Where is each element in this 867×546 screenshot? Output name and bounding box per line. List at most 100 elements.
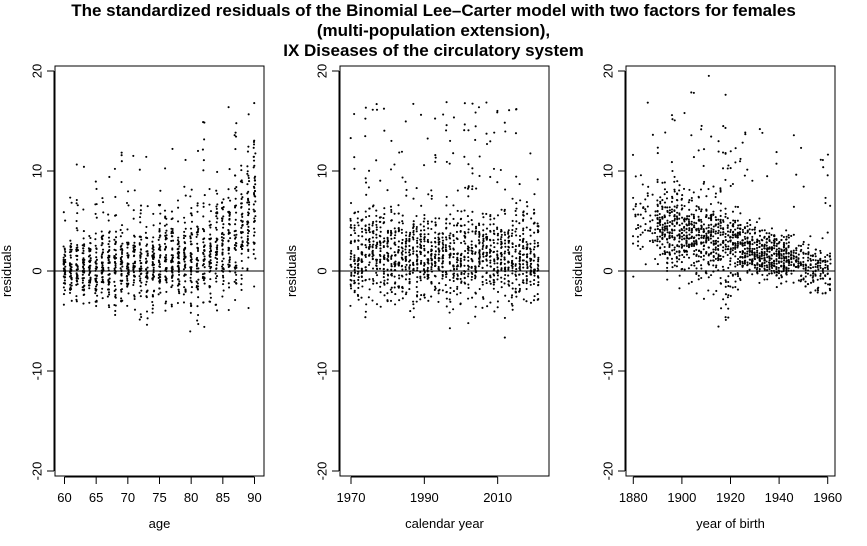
data-point <box>240 236 243 239</box>
data-point <box>138 242 141 245</box>
data-point <box>712 225 715 228</box>
data-point <box>372 254 375 257</box>
data-point <box>816 261 819 265</box>
data-point <box>525 275 528 278</box>
data-point <box>731 249 734 252</box>
data-point <box>522 245 525 248</box>
data-point <box>221 231 224 234</box>
data-point <box>397 230 400 233</box>
data-point <box>371 108 374 111</box>
data-point <box>379 281 382 284</box>
data-point <box>349 217 352 220</box>
data-point <box>756 254 759 258</box>
data-point <box>349 283 352 286</box>
data-point <box>474 277 477 280</box>
data-point <box>401 250 404 253</box>
data-point <box>445 238 448 241</box>
data-point <box>69 196 72 199</box>
data-point <box>511 255 514 258</box>
data-point <box>426 266 429 270</box>
data-point <box>753 254 756 257</box>
data-point <box>357 286 360 290</box>
data-point <box>525 248 528 251</box>
data-point <box>647 185 650 188</box>
data-point <box>221 243 224 246</box>
data-point <box>661 252 664 255</box>
data-point <box>682 187 686 190</box>
data-point <box>754 264 757 267</box>
data-point <box>171 259 174 262</box>
data-point <box>422 225 425 228</box>
data-point <box>688 227 691 230</box>
data-point <box>390 264 393 268</box>
data-point <box>379 230 382 233</box>
data-point <box>444 248 447 251</box>
data-point <box>663 216 666 219</box>
data-point <box>113 260 117 263</box>
data-point <box>489 213 492 217</box>
data-point <box>794 252 798 255</box>
data-point <box>228 218 231 221</box>
data-point <box>758 245 761 248</box>
data-point <box>478 235 481 238</box>
data-point <box>152 290 155 293</box>
data-point <box>364 177 367 180</box>
data-point <box>787 241 790 244</box>
data-point <box>688 237 691 240</box>
data-point <box>666 278 669 281</box>
data-point <box>717 259 720 262</box>
data-point <box>368 278 371 281</box>
data-point <box>190 256 193 259</box>
x-tick-label: 1970 <box>337 490 366 505</box>
data-point <box>521 272 525 275</box>
data-point <box>758 259 761 262</box>
data-point <box>700 124 703 127</box>
data-point <box>700 242 703 245</box>
data-point <box>500 267 503 270</box>
data-point <box>496 306 499 309</box>
data-point <box>525 271 528 274</box>
data-point <box>676 234 679 237</box>
data-point <box>426 222 430 225</box>
data-point <box>427 250 430 254</box>
data-point <box>88 273 91 277</box>
data-point <box>350 252 353 255</box>
data-point <box>533 274 536 277</box>
data-point <box>724 279 727 282</box>
data-point <box>157 293 160 296</box>
data-point <box>812 279 815 282</box>
data-point <box>350 273 353 277</box>
data-point <box>663 235 666 238</box>
data-point <box>695 253 698 256</box>
data-point <box>681 253 684 257</box>
data-point <box>441 249 445 253</box>
data-point <box>474 230 478 233</box>
data-point <box>182 258 186 261</box>
data-point <box>748 219 751 222</box>
data-point <box>536 267 539 270</box>
data-point <box>234 298 237 302</box>
data-point <box>240 219 243 222</box>
data-point <box>785 272 788 275</box>
data-point <box>76 229 79 232</box>
data-point <box>235 273 238 276</box>
data-point <box>126 304 129 307</box>
data-point <box>357 298 360 301</box>
x-axis-label: age <box>149 516 171 531</box>
data-point <box>738 160 742 163</box>
data-point <box>430 262 433 265</box>
data-point <box>427 258 430 261</box>
data-point <box>107 236 111 239</box>
data-point <box>216 238 219 241</box>
data-point <box>423 254 426 257</box>
data-point <box>714 230 717 233</box>
data-point <box>738 277 741 280</box>
data-point <box>404 180 407 183</box>
data-point <box>719 209 722 212</box>
data-point <box>717 237 720 240</box>
data-point <box>467 248 470 252</box>
data-point <box>768 232 771 235</box>
data-point <box>709 237 712 240</box>
data-point <box>464 282 467 285</box>
